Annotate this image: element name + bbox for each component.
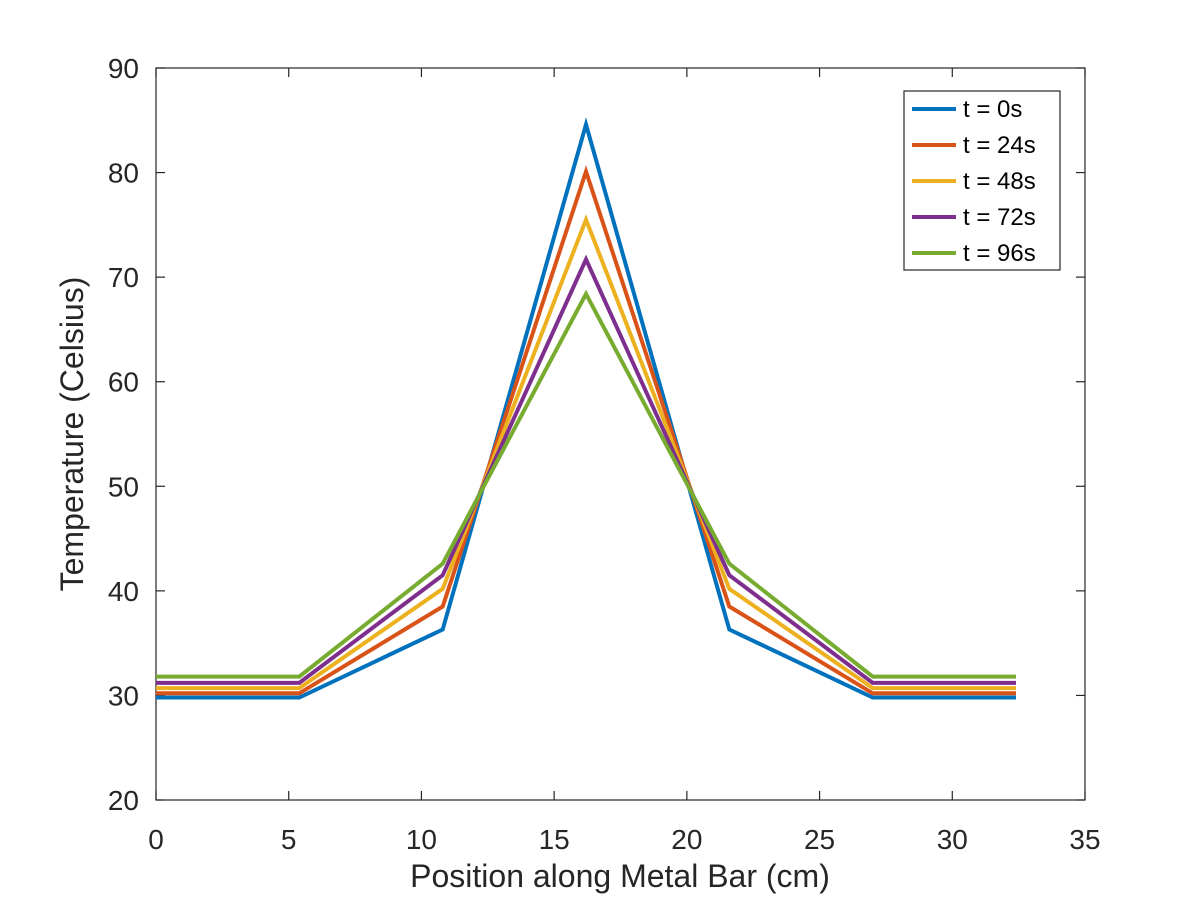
y-tick-label: 50	[108, 471, 139, 502]
x-tick-label: 20	[671, 824, 702, 855]
y-tick-label: 70	[108, 262, 139, 293]
series-line-3	[156, 254, 1016, 685]
y-axis-ticks: 20 30 40 50 60 70 80 90	[108, 53, 1085, 816]
x-axis-ticks: 0 5 10 15 20 25 30 35	[148, 68, 1101, 855]
x-tick-label: 10	[406, 824, 437, 855]
y-tick-label: 20	[108, 785, 139, 816]
legend-label-0: t = 0s	[963, 96, 1022, 123]
y-tick-label: 30	[108, 680, 139, 711]
series-line-2	[156, 214, 1016, 691]
legend: t = 0s t = 24s t = 48s t = 72s t = 96s	[903, 90, 1061, 271]
series-line-4	[156, 289, 1016, 679]
legend-label-1: t = 24s	[963, 132, 1036, 159]
legend-label-2: t = 48s	[963, 168, 1036, 195]
series-lines	[156, 117, 1016, 700]
series-line-0	[156, 117, 1016, 700]
y-tick-label: 90	[108, 53, 139, 84]
legend-label-3: t = 72s	[963, 204, 1036, 231]
x-tick-label: 25	[804, 824, 835, 855]
y-tick-label: 80	[108, 158, 139, 189]
legend-label-4: t = 96s	[963, 240, 1036, 267]
x-tick-label: 5	[281, 824, 297, 855]
x-tick-label: 35	[1069, 824, 1100, 855]
y-tick-label: 40	[108, 576, 139, 607]
series-line-1	[156, 165, 1016, 696]
x-tick-label: 30	[937, 824, 968, 855]
x-tick-label: 15	[539, 824, 570, 855]
y-tick-label: 60	[108, 367, 139, 398]
x-axis-label: Position along Metal Bar (cm)	[410, 858, 830, 894]
x-tick-label: 0	[148, 824, 164, 855]
y-axis-label: Temperature (Celsius)	[54, 277, 90, 592]
